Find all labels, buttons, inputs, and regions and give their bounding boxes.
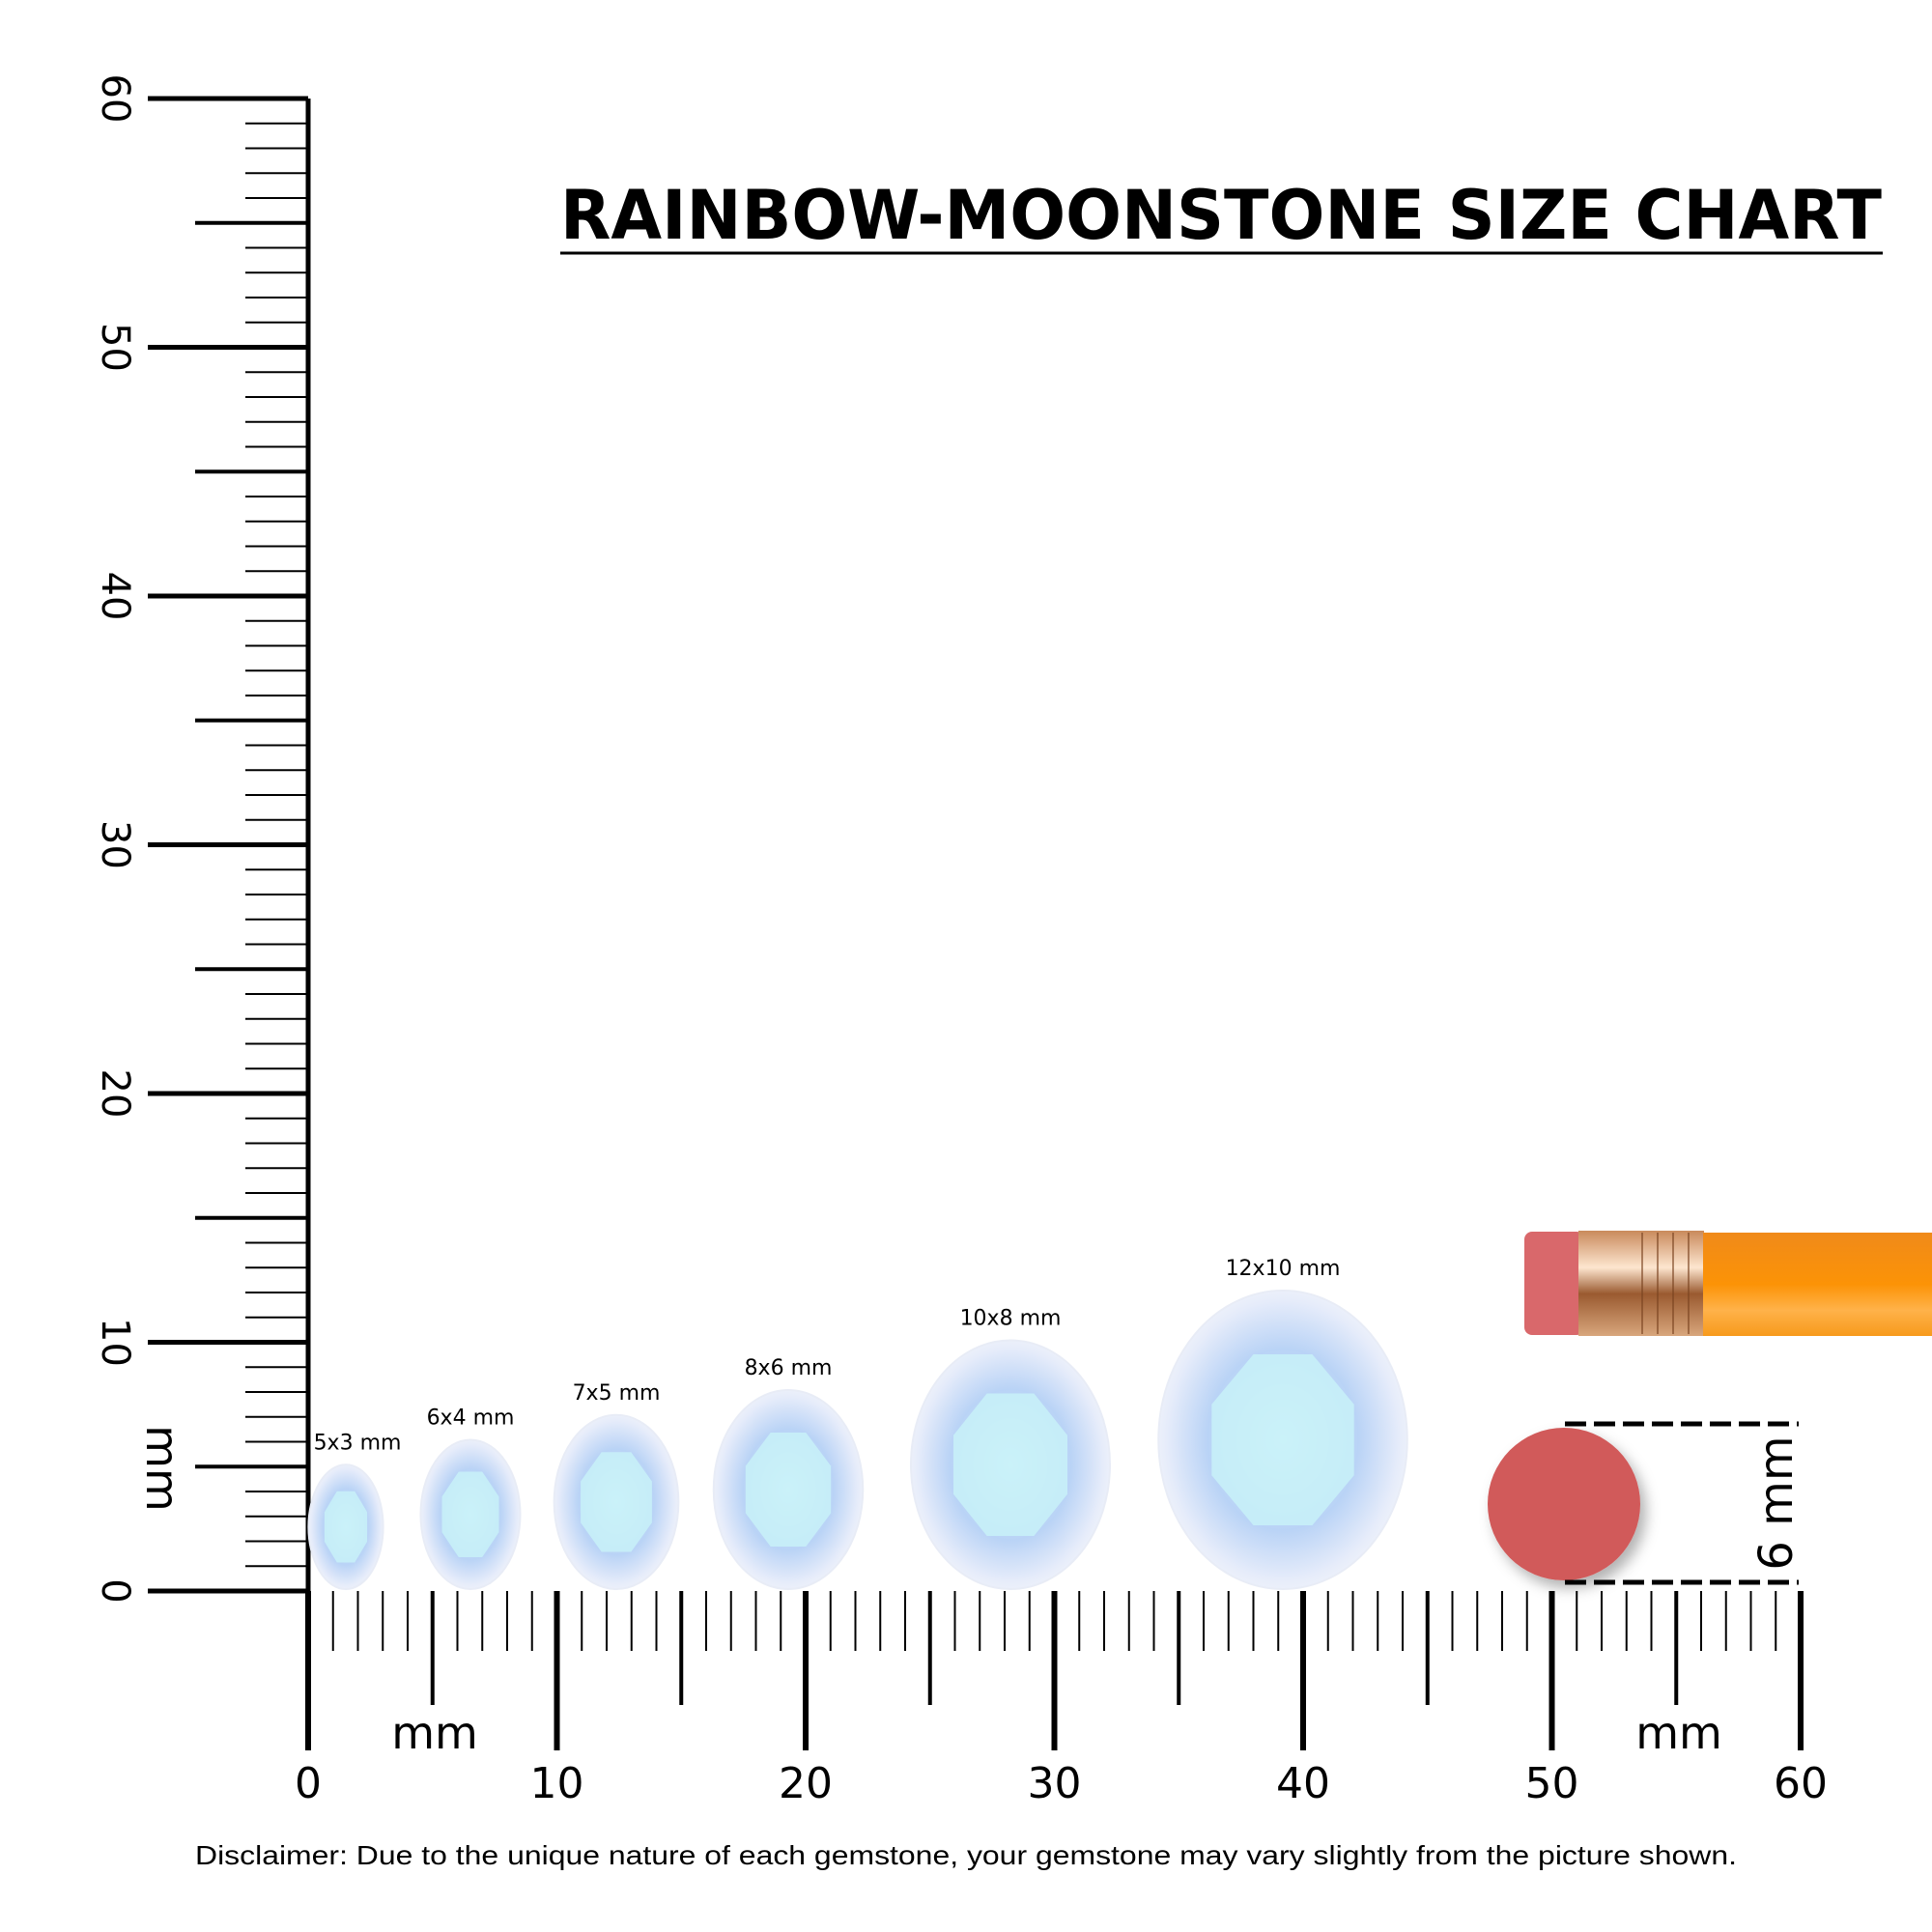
gem-table-facet [324,1491,368,1563]
vertical-ruler: 0 10 20 30 40 50 60 mm [93,74,311,1604]
horizontal-tick-label: 10 [530,1759,584,1808]
gem-size-label: 7x5 mm [573,1381,661,1406]
horizontal-tick-label: 40 [1276,1759,1330,1808]
horizontal-tick-label: 20 [779,1759,833,1808]
gem-row: 5x3 mm 6x4 mm 7x5 mm 8x6 mm 10x8 mm 12x10 mm [307,1257,1408,1590]
horizontal-tick-label: 30 [1028,1759,1082,1808]
title-group: RAINBOW-MOONSTONE SIZE CHART [560,176,1883,255]
horizontal-unit-label-right: mm [1635,1707,1722,1759]
gem-table-facet [1211,1354,1354,1525]
gem-size-label: 6x4 mm [427,1406,515,1431]
disclaimer: Disclaimer: Due to the unique nature of … [195,1840,1737,1870]
horizontal-tick-label: 50 [1525,1759,1579,1808]
pencil-body [1703,1233,1932,1336]
gem-7x5-mm: 7x5 mm [553,1381,680,1590]
reference-eraser: 6 mm [1488,1421,1804,1585]
gem-6x4-mm: 6x4 mm [419,1406,522,1590]
horizontal-ruler: 0 10 20 30 40 50 60 mm mm [295,1591,1828,1808]
horizontal-unit-label-left: mm [391,1707,478,1759]
gem-10x8-mm: 10x8 mm [910,1307,1111,1590]
gem-table-facet [745,1433,832,1547]
eraser-circle [1488,1428,1640,1580]
gem-size-label: 8x6 mm [745,1356,833,1380]
horizontal-tick-label: 0 [295,1759,322,1808]
horizontal-tick-label: 60 [1774,1759,1828,1808]
gem-size-label: 10x8 mm [960,1307,1062,1331]
vertical-tick-label: 0 [93,1578,137,1603]
vertical-tick-label: 10 [93,1318,137,1367]
vertical-tick-label: 60 [93,74,137,124]
vertical-tick-label: 40 [93,572,137,621]
gem-5x3-mm: 5x3 mm [307,1431,402,1590]
gem-table-facet [441,1471,499,1557]
gem-8x6-mm: 8x6 mm [712,1356,865,1590]
gem-12x10-mm: 12x10 mm [1157,1257,1408,1590]
gem-table-facet [953,1393,1067,1536]
gem-size-label: 12x10 mm [1226,1257,1341,1281]
pencil-eraser [1524,1232,1584,1335]
page-title: RAINBOW-MOONSTONE SIZE CHART [560,176,1882,255]
gem-table-facet [581,1452,652,1552]
pencil [1524,1231,1932,1336]
reference-size-label: 6 mm [1749,1435,1804,1570]
vertical-tick-label: 20 [93,1069,137,1119]
vertical-unit-label: mm [136,1425,188,1512]
gem-size-label: 5x3 mm [314,1431,402,1455]
vertical-tick-label: 50 [93,323,137,372]
vertical-tick-label: 30 [93,820,137,869]
